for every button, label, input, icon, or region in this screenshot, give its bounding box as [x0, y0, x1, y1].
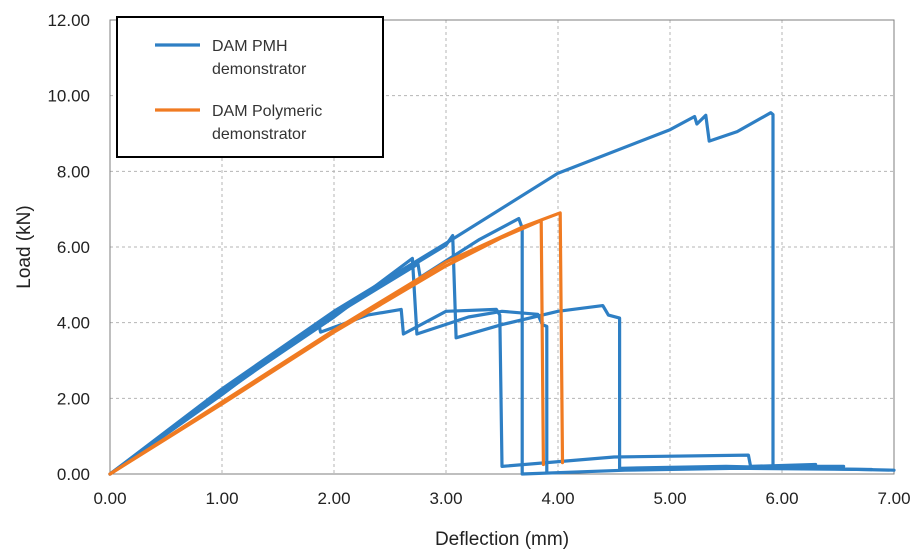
y-tick-label: 4.00 — [57, 314, 90, 333]
x-axis-ticks: 0.00 1.00 2.00 3.00 4.00 5.00 6.00 7.00 — [93, 489, 910, 508]
y-tick-label: 10.00 — [47, 87, 90, 106]
x-tick-label: 4.00 — [541, 489, 574, 508]
x-tick-label: 2.00 — [317, 489, 350, 508]
series-line-polymeric-7 — [108, 211, 565, 476]
legend-label-pmh-line2: demonstrator — [212, 61, 307, 78]
x-tick-label: 5.00 — [653, 489, 686, 508]
legend-label-polymeric-line1: DAM Polymeric — [212, 103, 322, 120]
x-tick-label: 6.00 — [765, 489, 798, 508]
y-tick-label: 2.00 — [57, 389, 90, 408]
x-axis-title: Deflection (mm) — [435, 529, 569, 550]
x-tick-label: 0.00 — [93, 489, 126, 508]
y-tick-label: 0.00 — [57, 465, 90, 484]
y-axis-title: Load (kN) — [14, 205, 35, 288]
series-line-pmh-3 — [108, 256, 549, 476]
y-tick-label: 8.00 — [57, 162, 90, 181]
y-tick-label: 6.00 — [57, 238, 90, 257]
series-layer — [108, 111, 896, 476]
series-line-pmh-5 — [108, 217, 874, 476]
legend-label-polymeric-line2: demonstrator — [212, 126, 307, 143]
y-axis-ticks: 0.00 2.00 4.00 6.00 8.00 10.00 12.00 — [47, 11, 90, 484]
legend-label-pmh-line1: DAM PMH — [212, 38, 288, 55]
series-line-polymeric-6 — [108, 218, 545, 476]
x-tick-label: 3.00 — [429, 489, 462, 508]
x-tick-label: 1.00 — [205, 489, 238, 508]
series-line-pmh-1 — [108, 111, 846, 476]
x-tick-label: 7.00 — [877, 489, 910, 508]
y-tick-label: 12.00 — [47, 11, 90, 30]
legend-box — [116, 16, 384, 158]
legend: DAM PMH demonstrator DAM Polymeric demon… — [116, 16, 384, 158]
plot-area-frame — [109, 19, 895, 475]
